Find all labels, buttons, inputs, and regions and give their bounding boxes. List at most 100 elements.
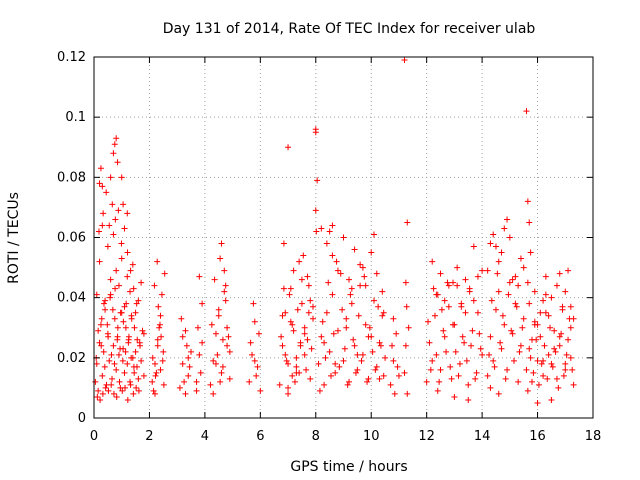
data-point xyxy=(194,324,201,331)
data-point xyxy=(131,324,138,331)
data-point xyxy=(120,318,127,325)
data-point xyxy=(504,216,511,223)
data-point xyxy=(290,327,297,334)
data-point xyxy=(506,234,513,241)
data-point xyxy=(403,303,410,310)
data-point xyxy=(196,351,203,358)
data-point xyxy=(95,387,102,394)
x-tick-label: 2 xyxy=(145,429,153,444)
data-point xyxy=(103,189,110,196)
data-point xyxy=(322,354,329,361)
data-point xyxy=(108,381,115,388)
data-point xyxy=(551,327,558,334)
data-point xyxy=(362,321,369,328)
data-point xyxy=(405,324,412,331)
data-point xyxy=(155,303,162,310)
data-point xyxy=(535,381,542,388)
data-point xyxy=(285,144,292,151)
data-point xyxy=(336,363,343,370)
data-point xyxy=(530,369,537,376)
data-point xyxy=(542,291,549,298)
data-point xyxy=(102,306,109,313)
data-point xyxy=(114,159,121,166)
data-point xyxy=(323,240,330,247)
data-point xyxy=(470,297,477,304)
data-point xyxy=(130,390,137,397)
data-point xyxy=(251,357,258,364)
data-point xyxy=(379,288,386,295)
data-point xyxy=(499,312,506,319)
data-point xyxy=(469,327,476,334)
data-point xyxy=(542,273,549,280)
data-point xyxy=(567,354,574,361)
data-point xyxy=(125,333,132,340)
data-point xyxy=(527,249,534,256)
data-point xyxy=(401,369,408,376)
data-point xyxy=(365,333,372,340)
data-point xyxy=(548,360,555,367)
data-point xyxy=(390,357,397,364)
data-point xyxy=(135,375,142,382)
data-point xyxy=(387,381,394,388)
data-point xyxy=(104,321,111,328)
data-point xyxy=(466,285,473,292)
data-point xyxy=(555,384,562,391)
data-point xyxy=(567,324,574,331)
data-point xyxy=(305,309,312,316)
data-point xyxy=(526,345,533,352)
data-point xyxy=(394,363,401,370)
y-tick-label: 0.08 xyxy=(57,170,86,185)
data-point xyxy=(161,270,168,277)
data-point xyxy=(118,255,125,262)
data-point xyxy=(537,333,544,340)
data-point xyxy=(116,378,123,385)
data-point xyxy=(375,303,382,310)
data-point xyxy=(185,354,192,361)
data-point xyxy=(346,378,353,385)
data-point xyxy=(357,282,364,289)
data-point xyxy=(129,261,136,268)
data-point xyxy=(137,342,144,349)
data-point xyxy=(138,279,145,286)
x-tick-label: 4 xyxy=(201,429,209,444)
data-point xyxy=(366,324,373,331)
data-point xyxy=(210,357,217,364)
data-point xyxy=(112,285,119,292)
data-point xyxy=(553,375,560,382)
data-point xyxy=(376,339,383,346)
data-point xyxy=(156,324,163,331)
data-point xyxy=(391,390,398,397)
data-point xyxy=(98,342,105,349)
data-point xyxy=(224,342,231,349)
data-point xyxy=(516,348,523,355)
data-point xyxy=(296,258,303,265)
data-point xyxy=(459,333,466,340)
data-point xyxy=(492,306,499,313)
data-point xyxy=(151,282,158,289)
data-point xyxy=(490,357,497,364)
data-point xyxy=(473,369,480,376)
data-point xyxy=(393,330,400,337)
data-point xyxy=(465,396,472,403)
data-point xyxy=(208,321,215,328)
data-point xyxy=(308,345,315,352)
data-point xyxy=(152,372,159,379)
data-point xyxy=(139,327,146,334)
data-point xyxy=(287,285,294,292)
data-point xyxy=(246,378,253,385)
data-point xyxy=(218,240,225,247)
data-point xyxy=(427,366,434,373)
data-point xyxy=(219,336,226,343)
data-point xyxy=(529,378,536,385)
data-point xyxy=(357,261,364,268)
data-point xyxy=(113,135,120,142)
data-point xyxy=(401,57,408,64)
data-point xyxy=(437,366,444,373)
data-point xyxy=(151,360,158,367)
data-point xyxy=(443,348,450,355)
data-point xyxy=(117,309,124,316)
data-point xyxy=(488,297,495,304)
data-point xyxy=(474,273,481,280)
data-point xyxy=(109,375,116,382)
data-point xyxy=(339,306,346,313)
